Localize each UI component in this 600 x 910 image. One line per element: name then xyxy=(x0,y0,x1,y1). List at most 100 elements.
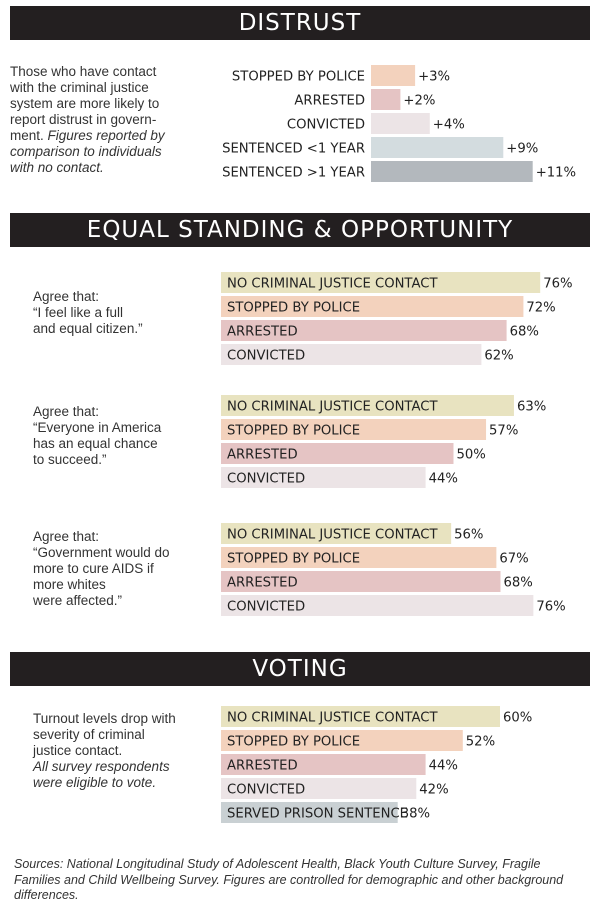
category-label: ARRESTED xyxy=(227,448,298,463)
value-label: 42% xyxy=(419,783,448,798)
bar xyxy=(371,89,401,110)
value-label: 67% xyxy=(499,552,528,567)
chart-2: NO CRIMINAL JUSTICE CONTACT 76% STOPPED BY… xyxy=(221,272,573,365)
equal-note-line: were affected.” xyxy=(33,593,123,608)
distrust-note-italic: with no contact. xyxy=(10,160,104,175)
bar xyxy=(221,754,426,775)
value-label: 52% xyxy=(466,735,495,750)
value-label: 56% xyxy=(454,528,483,543)
bar xyxy=(221,296,524,317)
equal-note-line: Agree that: xyxy=(33,289,100,304)
bar xyxy=(221,419,487,440)
equal-note-3: Agree that: “Government would do more to… xyxy=(33,529,218,609)
value-label: 57% xyxy=(489,424,518,439)
value-label: 68% xyxy=(510,325,539,340)
equal-note-line: to succeed.” xyxy=(33,452,107,467)
bar xyxy=(221,523,452,544)
bar xyxy=(371,137,504,158)
bar xyxy=(371,161,533,182)
source-footnote: Sources: National Longitudinal Study of … xyxy=(14,857,564,902)
value-label: 63% xyxy=(517,400,546,415)
distrust-note-line: with the criminal justice xyxy=(10,80,149,95)
category-label: CONVICTED xyxy=(227,600,305,615)
value-label: 38% xyxy=(401,807,430,822)
bar xyxy=(221,595,534,616)
category-label: ARRESTED xyxy=(294,94,365,109)
value-label: +2% xyxy=(403,94,435,109)
value-label: 44% xyxy=(429,759,458,774)
category-label: NO CRIMINAL JUSTICE CONTACT xyxy=(227,400,438,415)
category-label: STOPPED BY POLICE xyxy=(227,552,360,567)
bar xyxy=(221,802,398,823)
bar xyxy=(221,730,463,751)
chart-5: NO CRIMINAL JUSTICE CONTACT 60% STOPPED BY… xyxy=(221,706,532,823)
equal-note-line: Agree that: xyxy=(33,529,100,544)
category-label: NO CRIMINAL JUSTICE CONTACT xyxy=(227,277,438,292)
distrust-note-line: ment. Figures reported by xyxy=(10,128,210,144)
category-label: SENTENCED >1 YEAR xyxy=(222,166,365,181)
equal-note-line: and equal citizen.” xyxy=(33,321,143,336)
distrust-note-line: Those who have contact xyxy=(10,64,157,79)
equal-note-2: Agree that: “Everyone in America has an … xyxy=(33,404,213,468)
chart-3: NO CRIMINAL JUSTICE CONTACT 63% STOPPED BY… xyxy=(221,395,546,488)
bar xyxy=(221,547,497,568)
category-label: STOPPED BY POLICE xyxy=(227,301,360,316)
value-label: 72% xyxy=(526,301,555,316)
voting-note-italic: were eligible to vote. xyxy=(33,775,157,790)
equal-note-1: Agree that: “I feel like a full and equa… xyxy=(33,289,213,337)
equal-note-line: Agree that: xyxy=(33,404,100,419)
value-label: 44% xyxy=(429,472,458,487)
value-label: 60% xyxy=(503,711,532,726)
equal-note-line: has an equal chance xyxy=(33,436,158,451)
voting-note-italic: All survey respondents xyxy=(33,759,170,774)
category-label: NO CRIMINAL JUSTICE CONTACT xyxy=(227,711,438,726)
category-label: CONVICTED xyxy=(227,472,305,487)
distrust-banner: DISTRUST xyxy=(10,6,590,40)
value-label: +3% xyxy=(418,70,450,85)
equal-note-line: “I feel like a full xyxy=(33,305,124,320)
chart-1: STOPPED BY POLICE +3% ARRESTED +2% CONVICTED… xyxy=(222,65,576,182)
voting-note-line: Turnout levels drop with xyxy=(33,711,176,726)
bar xyxy=(221,395,514,416)
value-label: 62% xyxy=(484,349,513,364)
bar xyxy=(221,320,507,341)
value-label: +9% xyxy=(506,142,538,157)
distrust-note-line-end: ment. xyxy=(10,128,44,143)
category-label: SERVED PRISON SENTENCE xyxy=(227,807,408,822)
equal-note-line: more whites xyxy=(33,577,106,592)
bar xyxy=(221,778,417,799)
bar xyxy=(221,344,482,365)
category-label: ARRESTED xyxy=(227,576,298,591)
category-label: ARRESTED xyxy=(227,759,298,774)
bar xyxy=(371,65,416,86)
category-label: STOPPED BY POLICE xyxy=(232,70,365,85)
bar xyxy=(221,272,541,293)
category-label: NO CRIMINAL JUSTICE CONTACT xyxy=(227,528,438,543)
category-label: SENTENCED <1 YEAR xyxy=(222,142,365,157)
equal-standing-banner: EQUAL STANDING & OPPORTUNITY xyxy=(10,213,590,247)
category-label: STOPPED BY POLICE xyxy=(227,424,360,439)
bar xyxy=(221,706,500,727)
value-label: +11% xyxy=(536,166,576,181)
voting-banner: VOTING xyxy=(10,652,590,686)
equal-note-line: “Everyone in America xyxy=(33,420,162,435)
value-label: 50% xyxy=(457,448,486,463)
distrust-note-line: system are more likely to xyxy=(10,96,160,111)
chart-4: NO CRIMINAL JUSTICE CONTACT 56% STOPPED BY… xyxy=(221,523,566,616)
voting-note-line: severity of criminal xyxy=(33,727,145,742)
category-label: ARRESTED xyxy=(227,325,298,340)
distrust-note-italic: Figures reported by xyxy=(47,128,165,143)
category-label: STOPPED BY POLICE xyxy=(227,735,360,750)
bar xyxy=(221,571,501,592)
distrust-note-italic: comparison to individuals xyxy=(10,144,162,159)
voting-note: Turnout levels drop with severity of cri… xyxy=(33,711,218,791)
value-label: 76% xyxy=(536,600,565,615)
voting-note-line: justice contact. xyxy=(33,743,123,758)
value-label: 76% xyxy=(543,277,572,292)
category-label: CONVICTED xyxy=(287,118,365,133)
bar xyxy=(221,467,426,488)
category-label: CONVICTED xyxy=(227,349,305,364)
bar xyxy=(371,113,430,134)
value-label: 68% xyxy=(503,576,532,591)
